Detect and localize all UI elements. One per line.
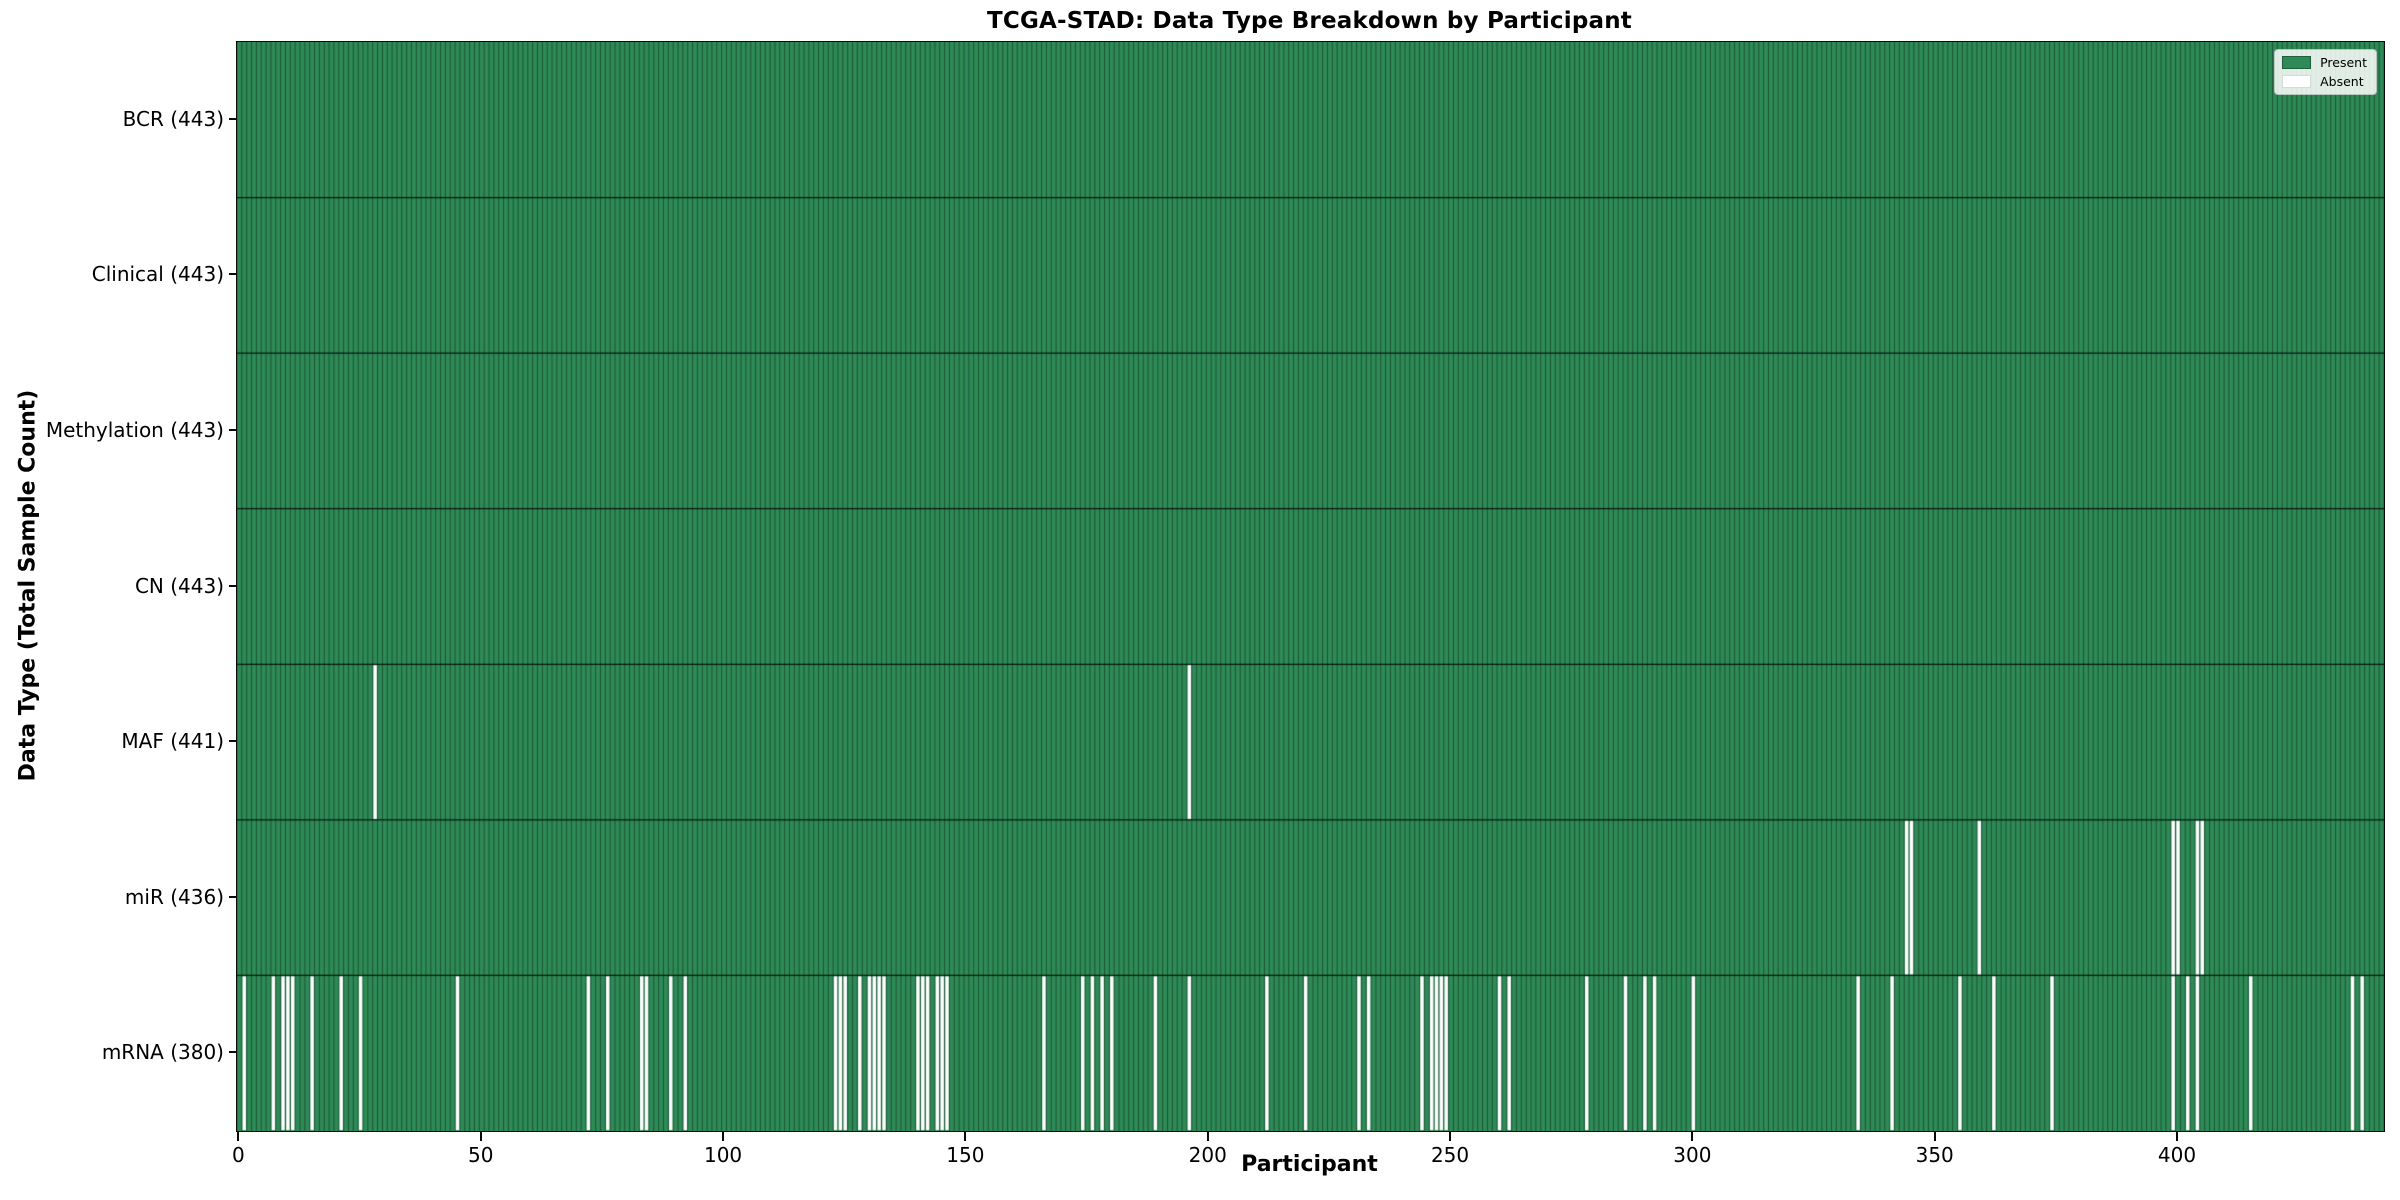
legend: Present Absent — [2274, 49, 2377, 95]
x-tick-label: 300 — [1673, 1143, 1712, 1167]
y-tick-mark — [229, 584, 237, 587]
x-tick-label: 200 — [1188, 1143, 1227, 1167]
y-tick-mark — [229, 273, 237, 276]
y-tick-label: BCR (443) — [122, 106, 224, 131]
x-tick-mark — [964, 1132, 967, 1141]
y-tick-label: mRNA (380) — [101, 1040, 224, 1065]
plot-area — [236, 41, 2385, 1132]
y-tick-label: CN (443) — [134, 573, 224, 598]
x-tick-label: 150 — [946, 1143, 985, 1167]
x-tick-mark — [1933, 1132, 1936, 1141]
y-tick-label: MAF (441) — [121, 729, 224, 754]
legend-item-absent: Absent — [2282, 75, 2367, 88]
x-tick-mark — [2176, 1132, 2179, 1141]
legend-item-present: Present — [2282, 56, 2367, 69]
y-tick-mark — [229, 117, 237, 120]
x-tick-mark — [722, 1132, 725, 1141]
x-tick-mark — [237, 1132, 240, 1141]
legend-label-absent: Absent — [2320, 74, 2364, 89]
x-tick-mark — [1449, 1132, 1452, 1141]
absent-swatch-icon — [2282, 75, 2312, 88]
legend-label-present: Present — [2320, 55, 2367, 70]
x-tick-mark — [479, 1132, 482, 1141]
x-tick-label: 50 — [468, 1143, 494, 1167]
chart-title: TCGA-STAD: Data Type Breakdown by Partic… — [986, 8, 1632, 34]
x-tick-mark — [1206, 1132, 1209, 1141]
y-tick-label: Clinical (443) — [91, 262, 224, 287]
x-tick-label: 400 — [2157, 1143, 2197, 1167]
y-tick-label: Methylation (443) — [45, 417, 224, 442]
y-tick-mark — [229, 428, 237, 431]
x-tick-label: 350 — [1915, 1143, 1954, 1167]
heatmap-canvas — [237, 42, 2384, 1131]
x-tick-label: 250 — [1430, 1143, 1470, 1167]
present-swatch-icon — [2282, 56, 2312, 69]
y-tick-mark — [229, 1051, 237, 1054]
y-tick-mark — [229, 740, 237, 743]
y-tick-label: miR (436) — [124, 884, 224, 909]
y-tick-mark — [229, 895, 237, 898]
x-tick-mark — [1691, 1132, 1694, 1141]
x-axis-label: Participant — [1241, 1152, 1378, 1177]
x-tick-label: 100 — [703, 1143, 743, 1167]
x-tick-label: 0 — [232, 1143, 245, 1167]
